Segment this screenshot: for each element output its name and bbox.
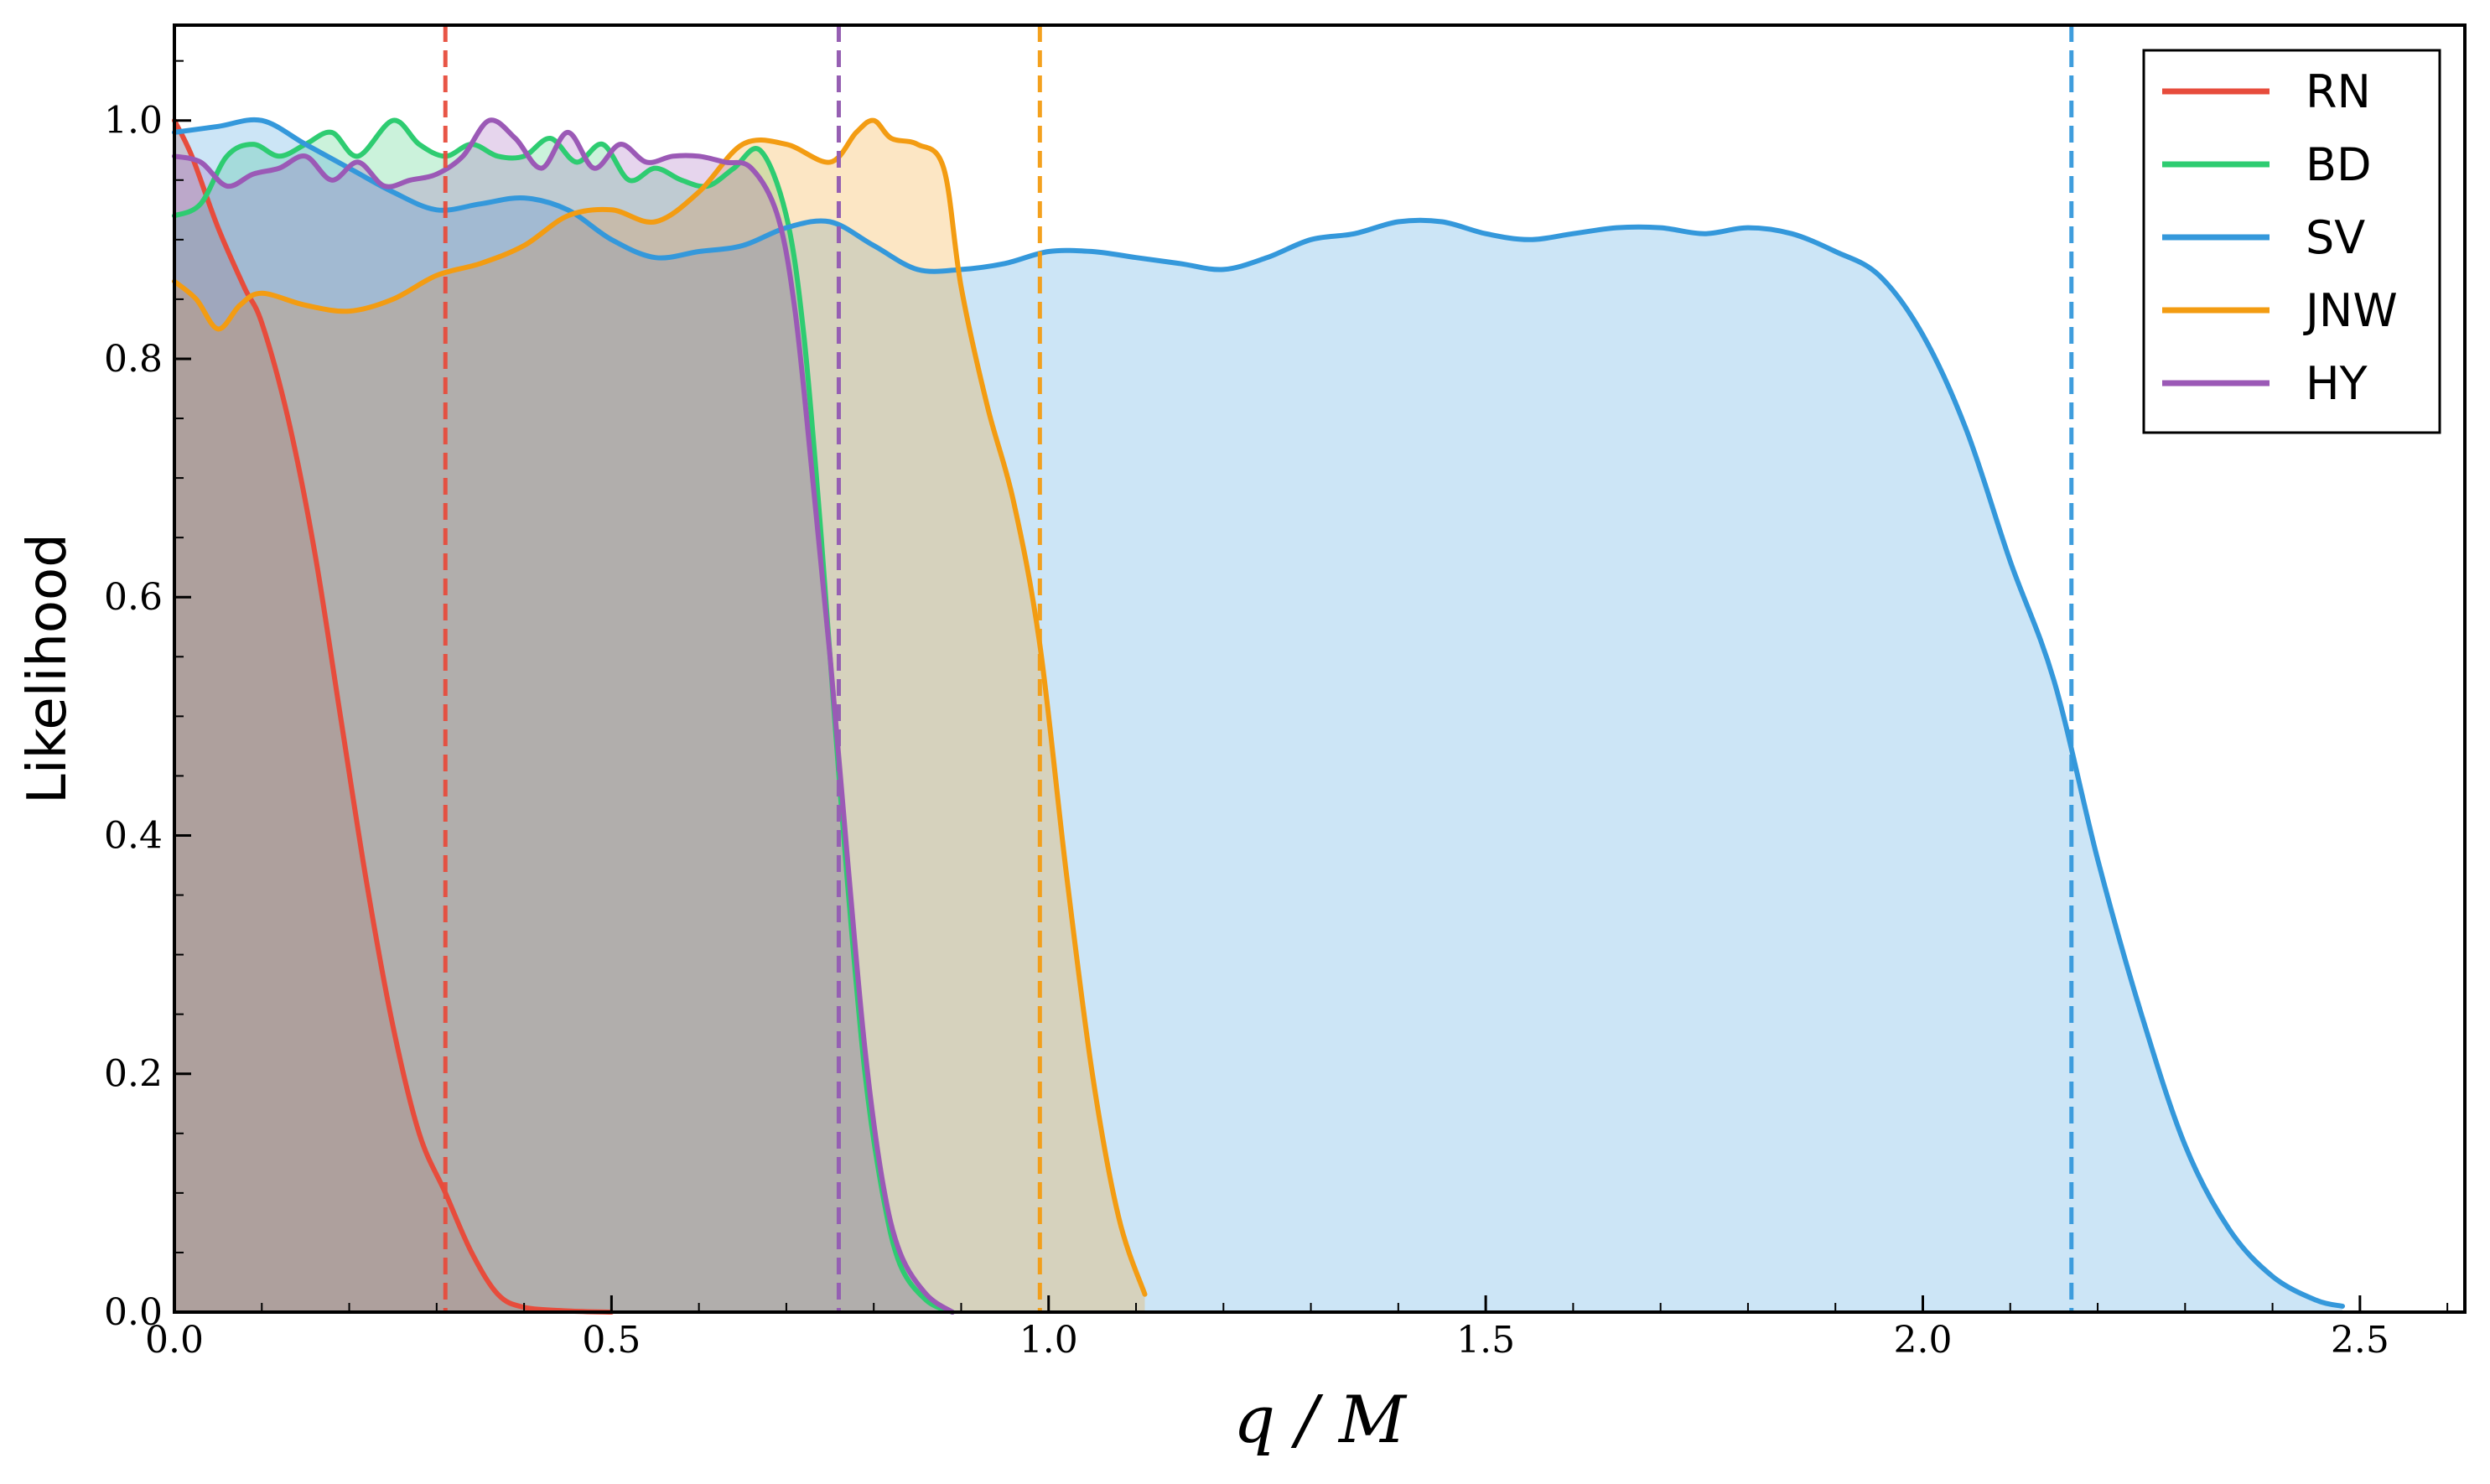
series-fill-jnw (174, 120, 1145, 1313)
x-tick-label: 2.0 (1894, 1319, 1953, 1362)
series-lines (172, 117, 2345, 1315)
x-tick-label: 2.5 (2331, 1319, 2389, 1362)
series-line-sv (172, 117, 2345, 1309)
series-fill-hy (174, 120, 952, 1312)
series-fill-sv (174, 119, 2342, 1312)
legend: RN BD SV JNW HY (2142, 49, 2441, 434)
legend-box (2142, 49, 2441, 434)
y-tick-label: 0.4 (104, 814, 163, 857)
y-tick-label: 0.8 (104, 338, 163, 381)
plot-frame (173, 23, 2467, 1314)
y-axis-title: Likelihood (17, 533, 79, 804)
x-tick-label: 1.0 (1019, 1319, 1078, 1362)
series-line-jnw (172, 117, 1148, 1297)
series-line-hy (172, 117, 955, 1315)
legend-label-bd: BD (2306, 138, 2372, 191)
legend-label-rn: RN (2306, 65, 2371, 118)
axis-ticks (173, 60, 2449, 1314)
legend-label-jnw: JNW (2303, 284, 2398, 337)
series-fill-rn (174, 120, 612, 1313)
series-fill-bd (174, 120, 952, 1313)
legend-label-hy: HY (2306, 357, 2368, 410)
threshold-lines (443, 25, 2074, 1312)
series-fills (174, 119, 2342, 1313)
x-tick-label: 0.0 (145, 1319, 204, 1362)
legend-label-sv: SV (2306, 211, 2365, 264)
y-tick-label: 0.0 (104, 1291, 163, 1334)
y-tick-label: 0.6 (104, 576, 163, 619)
y-tick-label: 1.0 (104, 100, 163, 143)
x-tick-label: 0.5 (582, 1319, 641, 1362)
series-line-rn (172, 117, 615, 1315)
x-tick-label: 1.5 (1456, 1319, 1515, 1362)
axis-tick-labels: 0.0 0.5 1.0 1.5 2.0 2.5 0.0 0.2 0.4 0.6 0.8 1.0 (104, 100, 2389, 1362)
x-axis-title: q / M (1233, 1383, 1408, 1458)
y-tick-label: 0.2 (104, 1053, 163, 1096)
